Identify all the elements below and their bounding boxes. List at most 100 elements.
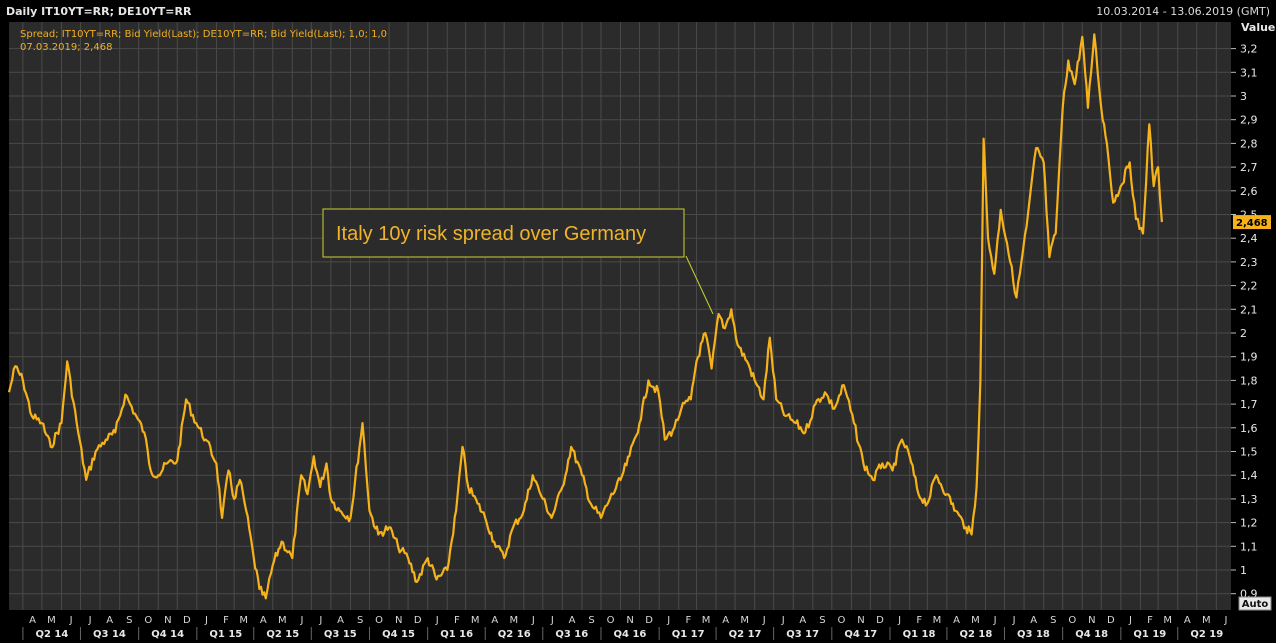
y-tick-label: 3 (1240, 90, 1247, 103)
x-month-label: J (1128, 615, 1132, 626)
chart-title: Daily IT10YT=RR; DE10YT=RR (6, 5, 192, 18)
y-tick-label: 2,8 (1240, 137, 1258, 150)
x-month-label: M (740, 615, 749, 626)
x-quarter-label: Q1 16 (440, 629, 473, 640)
x-axis-panel (0, 610, 1276, 643)
auto-scale-label: Auto (1242, 599, 1269, 610)
x-month-label: A (491, 615, 498, 626)
x-month-label: N (1088, 615, 1095, 626)
y-tick-label: 1,3 (1240, 493, 1258, 506)
x-quarter-label: Q3 15 (324, 629, 357, 640)
x-quarter-label: Q1 15 (209, 629, 242, 640)
x-month-label: A (106, 615, 113, 626)
x-month-label: D (876, 615, 884, 626)
y-axis-panel (1231, 22, 1276, 610)
y-tick-label: 2 (1240, 327, 1247, 340)
x-month-label: A (1030, 615, 1037, 626)
x-month-label: S (819, 615, 825, 626)
x-quarter-label: Q4 15 (382, 629, 415, 640)
y-axis-header: Value (1241, 21, 1275, 34)
x-month-label: J (550, 615, 554, 626)
x-month-label: A (953, 615, 960, 626)
legend-last-point: 07.03.2019; 2,468 (20, 42, 112, 53)
x-month-label: M (933, 615, 942, 626)
y-tick-label: 2,1 (1240, 303, 1258, 316)
x-quarter-label: Q2 17 (729, 629, 762, 640)
plot-area (9, 22, 1231, 610)
x-month-label: D (1107, 615, 1115, 626)
x-month-label: J (897, 615, 901, 626)
last-value-marker: 2,468 (1233, 215, 1271, 230)
y-tick-label: 1,2 (1240, 517, 1258, 530)
x-month-label: N (164, 615, 171, 626)
x-month-label: J (762, 615, 766, 626)
x-month-label: D (645, 615, 653, 626)
x-month-label: M (471, 615, 480, 626)
x-month-label: M (1163, 615, 1172, 626)
x-month-label: J (531, 615, 535, 626)
x-quarter-label: Q4 17 (844, 629, 877, 640)
series-layer (7, 33, 1163, 600)
y-tick-label: 3,1 (1240, 66, 1258, 79)
x-month-label: S (126, 615, 132, 626)
y-tick-label: 1,6 (1240, 422, 1258, 435)
x-month-label: J (435, 615, 439, 626)
x-month-label: O (144, 615, 152, 626)
annotation-text: Italy 10y risk spread over Germany (336, 223, 646, 245)
auto-scale-button[interactable] (1238, 596, 1272, 611)
y-tick-label: 1,8 (1240, 374, 1258, 387)
x-month-label: F (454, 615, 460, 626)
y-tick-label: 2,9 (1240, 114, 1258, 127)
x-month-label: J (1012, 615, 1016, 626)
x-quarter-label: Q1 19 (1133, 629, 1166, 640)
x-month-label: J (299, 615, 303, 626)
x-month-label: M (971, 615, 980, 626)
y-tick-label: 2,6 (1240, 185, 1258, 198)
x-month-label: F (223, 615, 229, 626)
x-month-label: M (1202, 615, 1211, 626)
annotation-box[interactable] (322, 208, 685, 258)
x-month-label: J (318, 615, 322, 626)
x-quarter-label: Q3 16 (555, 629, 588, 640)
x-quarter-label: Q1 18 (903, 629, 936, 640)
x-month-label: N (857, 615, 864, 626)
y-tick-label: 1,9 (1240, 351, 1258, 364)
y-axis: 0,911,11,21,31,41,51,61,71,81,922,12,22,… (1231, 43, 1258, 601)
x-month-label: D (414, 615, 422, 626)
x-month-label: A (569, 615, 576, 626)
x-month-label: A (1184, 615, 1191, 626)
x-month-label: J (1223, 615, 1227, 626)
y-tick-label: 1,5 (1240, 446, 1258, 459)
x-month-label: J (69, 615, 73, 626)
last-value-label: 2,468 (1236, 218, 1268, 229)
annotation-leader (685, 255, 714, 315)
x-quarter-label: Q2 15 (266, 629, 299, 640)
x-month-label: J (204, 615, 208, 626)
header-bar (0, 0, 1276, 22)
x-month-label: A (29, 615, 36, 626)
x-month-label: F (916, 615, 922, 626)
x-month-label: O (607, 615, 615, 626)
x-quarter-label: Q3 17 (786, 629, 819, 640)
y-tick-label: 2,3 (1240, 256, 1258, 269)
y-tick-label: 1,7 (1240, 398, 1258, 411)
x-month-label: M (278, 615, 287, 626)
x-quarter-label: Q1 17 (672, 629, 705, 640)
x-month-label: M (239, 615, 248, 626)
x-month-label: M (702, 615, 711, 626)
x-month-label: F (685, 615, 691, 626)
x-quarter-label: Q4 14 (151, 629, 184, 640)
date-range: 10.03.2014 - 13.06.2019 (GMT) (1096, 5, 1270, 18)
x-month-label: M (47, 615, 56, 626)
x-month-label: J (666, 615, 670, 626)
y-tick-label: 2,2 (1240, 280, 1258, 293)
grid (9, 22, 1231, 610)
x-month-label: F (1147, 615, 1153, 626)
x-quarter-label: Q2 18 (959, 629, 992, 640)
x-quarter-label: Q4 16 (614, 629, 647, 640)
x-month-label: O (1068, 615, 1076, 626)
series-line (7, 33, 1163, 600)
x-month-label: N (626, 615, 633, 626)
